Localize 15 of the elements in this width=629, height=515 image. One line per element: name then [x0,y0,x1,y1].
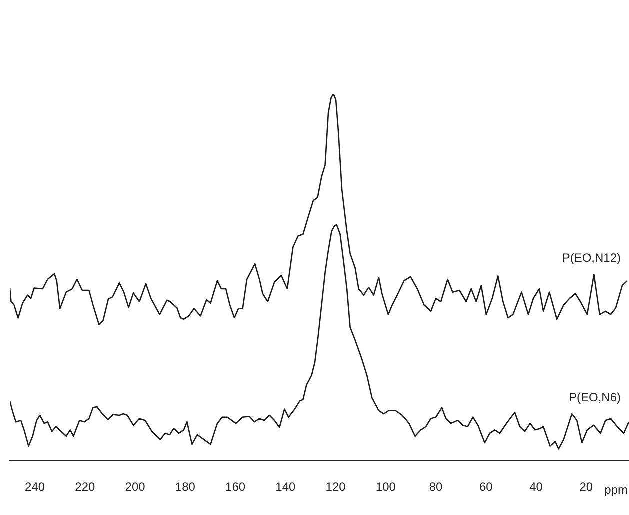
x-tick-label: 180 [175,480,196,494]
x-tick-label: 240 [25,480,46,494]
series-label: P(EO,N6) [568,390,621,404]
x-tick-label: 140 [276,480,296,494]
x-tick-label: 80 [429,480,444,494]
x-tick-label: 40 [530,480,544,494]
x-tick-label: 120 [326,480,346,494]
x-tick-label: 20 [580,480,594,494]
x-tick-label: 160 [226,480,246,494]
x-tick-label: 60 [479,480,494,494]
x-axis-title: ppm [604,482,628,497]
series-label: P(EO,N12) [562,251,621,266]
x-tick-label: 100 [376,480,396,494]
x-tick-label: 220 [75,480,96,494]
x-tick-label: 200 [125,480,146,494]
